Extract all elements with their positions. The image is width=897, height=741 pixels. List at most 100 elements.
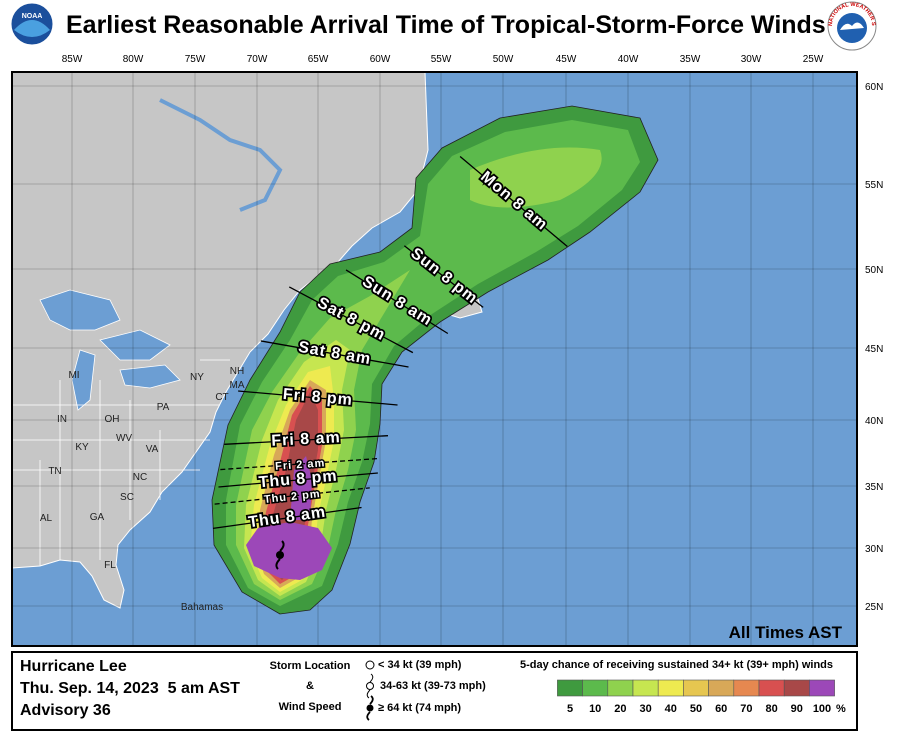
isochrone <box>224 435 389 445</box>
state-borders <box>12 359 230 566</box>
place-label: KY <box>75 442 89 453</box>
place-label: SC <box>120 492 134 503</box>
advisory-number: Advisory 36 <box>20 702 111 719</box>
place-label: WV <box>116 433 132 444</box>
noaa-text: NOAA <box>22 13 43 20</box>
great-lakes <box>39 289 181 411</box>
isochrone-lines <box>212 156 568 530</box>
noaa-logo: NOAA <box>10 2 54 46</box>
legend-label: 20 <box>614 703 626 715</box>
legend-label: 60 <box>715 703 727 715</box>
latitude-label: 55N <box>865 180 883 191</box>
latitude-label: 50N <box>865 265 883 276</box>
longitude-label: 45W <box>556 54 577 65</box>
place-label: TN <box>48 466 61 477</box>
longitude-label: 30W <box>741 54 762 65</box>
legend-swatch <box>809 679 835 697</box>
symbols-title: Wind Speed <box>279 701 342 713</box>
longitude-label: 50W <box>493 54 514 65</box>
legend-swatch <box>607 679 634 697</box>
longitude-label: 65W <box>308 54 329 65</box>
storm-symbol <box>275 540 285 570</box>
arrival-time-label: Fri 8 am <box>271 429 341 450</box>
place-label: VA <box>146 444 159 455</box>
isochrone <box>212 506 362 530</box>
place-label: IN <box>57 414 67 425</box>
longitude-label: 55W <box>431 54 452 65</box>
place-label: PA <box>157 402 170 413</box>
place-label: CT <box>215 392 228 403</box>
longitude-label: 35W <box>680 54 701 65</box>
symbol-label: ≥ 64 kt (74 mph) <box>378 702 461 714</box>
isochrone <box>218 472 378 488</box>
place-label: NC <box>133 472 147 483</box>
legend-swatch <box>708 679 735 697</box>
legend-swatch <box>582 679 609 697</box>
legend-swatch <box>683 679 709 697</box>
legend-swatch <box>557 679 583 697</box>
latitude-label: 45N <box>865 344 883 355</box>
isochrone <box>260 340 409 368</box>
legend-label: 80 <box>765 703 777 715</box>
longitude-labels: 85W 80W 75W 70W 65W 60W 55W 50W 45W 40W 35W 30W 25W <box>62 54 824 65</box>
longitude-label: 60W <box>370 54 391 65</box>
place-label: FL <box>104 560 116 571</box>
legend-swatch <box>632 679 659 697</box>
symbols-title: Storm Location <box>270 660 351 672</box>
longitude-label: 70W <box>247 54 268 65</box>
arrival-time-label: Fri 2 am <box>275 457 326 472</box>
title: Earliest Reasonable Arrival Time of Trop… <box>66 11 826 39</box>
legend-label: 50 <box>690 703 702 715</box>
place-label: NY <box>190 372 204 383</box>
isochrone <box>220 457 380 471</box>
legend-label: 90 <box>791 703 803 715</box>
place-label: AL <box>40 513 53 524</box>
isochrone <box>403 245 484 308</box>
place-label: GA <box>90 512 105 523</box>
map-frame <box>11 71 858 647</box>
latitude-label: 60N <box>865 82 883 93</box>
symbol-weak <box>365 660 375 670</box>
longitude-label: 75W <box>185 54 206 65</box>
isochrone <box>459 156 568 248</box>
legend-title: 5-day chance of receiving sustained 34+ … <box>520 659 833 671</box>
longitude-label: 25W <box>803 54 824 65</box>
legend-swatch <box>733 679 760 697</box>
place-label: OH <box>105 414 120 425</box>
longitude-label: 85W <box>62 54 83 65</box>
north-america-land <box>12 72 429 609</box>
probability-swath <box>211 105 659 615</box>
latitude-label: 30N <box>865 544 883 555</box>
legend-swatch <box>657 679 684 697</box>
river <box>159 98 283 212</box>
isochrone <box>288 286 414 354</box>
legend-label: 100 <box>813 703 831 715</box>
time-note: All Times AST <box>729 623 843 642</box>
place-label: NH <box>230 366 244 377</box>
storm-name: Hurricane Lee <box>20 658 127 675</box>
legend-unit: % <box>836 703 846 715</box>
isochrone <box>238 390 398 406</box>
symbol-label: < 34 kt (39 mph) <box>378 659 462 671</box>
symbol-label: 34-63 kt (39-73 mph) <box>380 680 486 692</box>
latitude-label: 40N <box>865 416 883 427</box>
legend-label: 70 <box>740 703 752 715</box>
legend: 5 10 20 30 40 50 60 70 80 90 100% <box>557 679 846 715</box>
place-label: MA <box>230 380 245 391</box>
legend-swatch <box>758 679 785 697</box>
place-label: Bahamas <box>181 602 223 613</box>
latitude-label: 25N <box>865 602 883 613</box>
longitude-label: 80W <box>123 54 144 65</box>
longitude-label: 40W <box>618 54 639 65</box>
symbols-title: & <box>306 680 314 692</box>
symbol-storm <box>366 673 374 699</box>
isochrone <box>345 269 449 335</box>
legend-label: 5 <box>567 703 573 715</box>
advisory-time: Thu. Sep. 14, 2023 5 am AST <box>20 680 240 697</box>
legend-label: 40 <box>665 703 677 715</box>
legend-swatch <box>783 679 810 697</box>
latitude-label: 35N <box>865 482 883 493</box>
